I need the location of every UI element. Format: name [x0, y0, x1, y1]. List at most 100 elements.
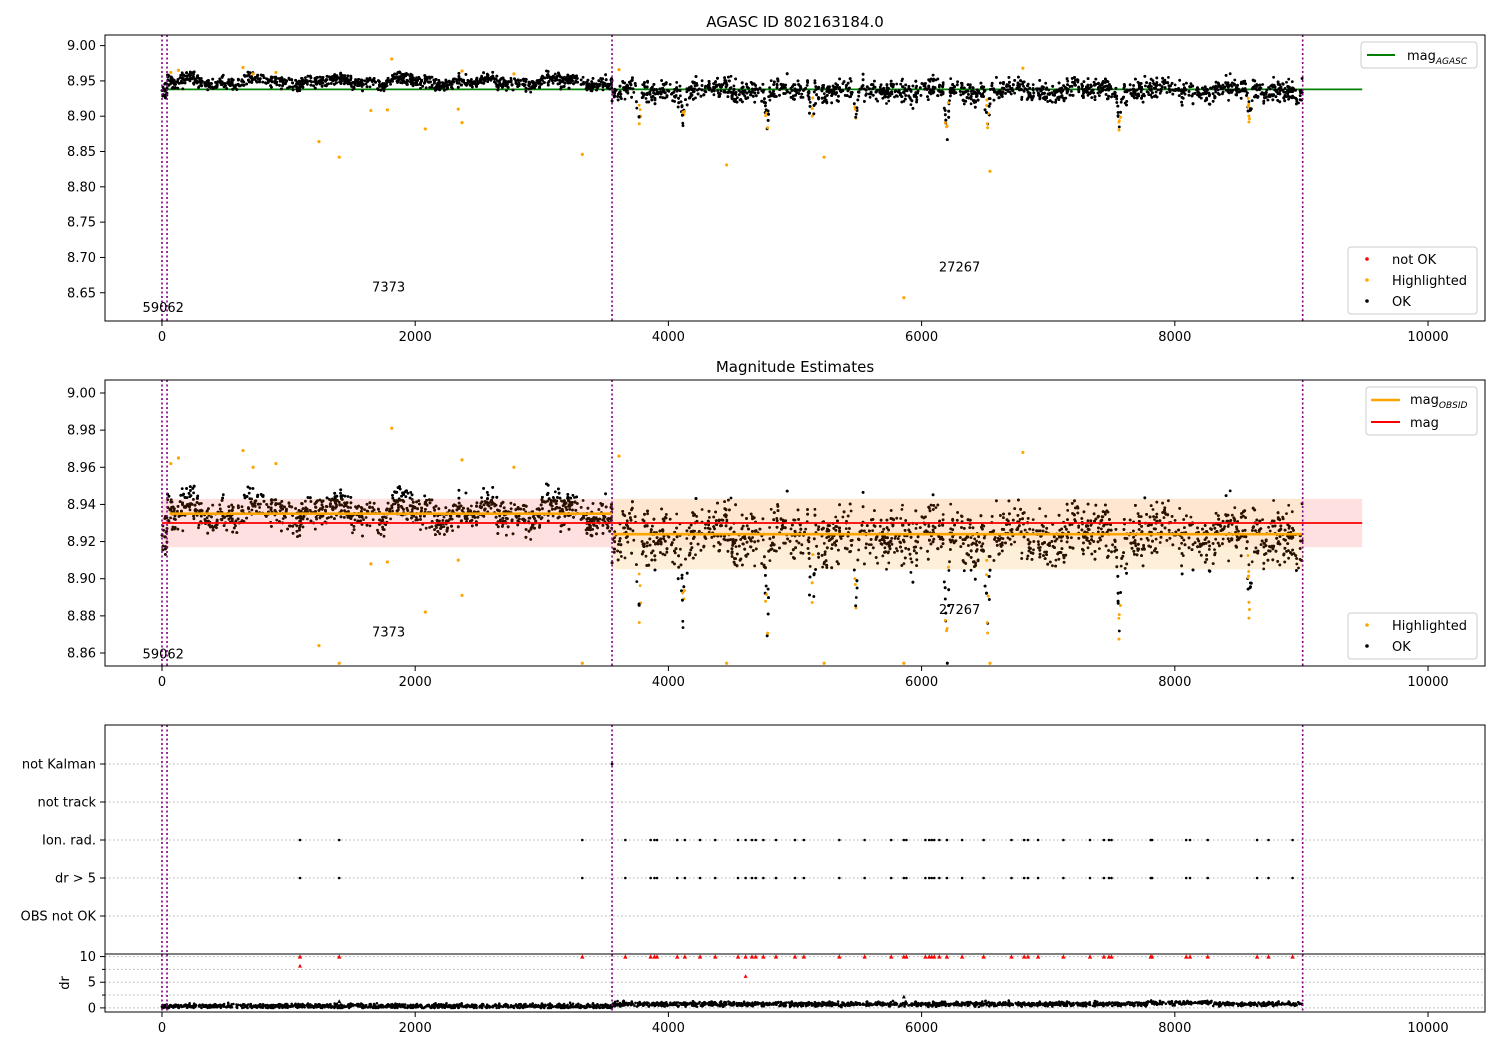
ok-point: [927, 78, 931, 82]
ok-point: [274, 77, 278, 80]
ok-point: [269, 79, 273, 83]
ok-point: [931, 73, 935, 77]
ok-point: [739, 98, 743, 101]
ok-point: [688, 96, 692, 100]
ok-point: [1272, 93, 1275, 97]
ok-point: [644, 97, 648, 100]
ok-point: [1077, 85, 1081, 89]
ok-point: [535, 81, 539, 84]
ok-point: [258, 80, 261, 84]
ok-point: [864, 88, 868, 92]
ok-point: [1180, 103, 1184, 107]
ok-point: [529, 90, 533, 94]
highlighted-point: [947, 101, 950, 105]
ok-point: [909, 103, 913, 106]
ok-point: [475, 85, 478, 88]
ok-point: [852, 102, 856, 106]
ok-point: [1242, 80, 1245, 83]
ok-point: [676, 88, 679, 92]
ok-point: [808, 105, 812, 108]
ok-point: [1214, 84, 1218, 88]
ok-point: [773, 95, 776, 98]
ok-point: [762, 88, 766, 92]
ok-point: [291, 88, 295, 92]
ok-point: [245, 82, 249, 86]
ok-point: [1300, 77, 1304, 80]
ok-point: [168, 79, 172, 83]
ok-point: [754, 94, 758, 98]
ok-point: [820, 96, 824, 100]
ok-point: [1019, 79, 1022, 83]
ok-point: [573, 74, 576, 78]
ok-point: [768, 90, 772, 94]
ok-point: [1145, 90, 1149, 94]
ok-point: [854, 112, 858, 116]
ok-point: [985, 111, 988, 114]
ok-point: [712, 89, 716, 93]
ok-point: [513, 77, 516, 81]
ok-point: [553, 72, 557, 76]
ok-point: [1156, 88, 1160, 92]
ok-point: [313, 86, 317, 90]
ok-point: [587, 82, 591, 86]
ok-point: [1208, 102, 1212, 106]
ok-point: [1096, 91, 1100, 95]
ok-point: [211, 77, 215, 81]
ok-point: [990, 84, 994, 88]
ok-point: [632, 91, 636, 94]
ok-point: [446, 80, 449, 84]
ok-point: [264, 81, 268, 85]
ok-point: [557, 71, 560, 75]
ok-point: [647, 100, 651, 104]
ok-point: [1262, 99, 1266, 103]
ok-point: [916, 91, 919, 95]
ok-point: [1009, 92, 1013, 96]
ok-point: [478, 81, 482, 84]
highlighted-point: [766, 126, 770, 130]
ok-point: [572, 82, 575, 86]
ok-point: [808, 100, 812, 104]
highlighted-point: [764, 114, 767, 117]
ok-point: [464, 73, 468, 76]
ok-point: [1177, 94, 1181, 97]
ok-point: [1008, 90, 1012, 94]
ok-point: [304, 76, 307, 79]
ok-point: [973, 105, 977, 109]
ok-point: [346, 74, 350, 78]
ok-point: [1104, 88, 1108, 92]
ok-point: [1005, 84, 1008, 88]
ok-point: [195, 79, 199, 83]
ok-point: [645, 85, 649, 89]
ok-point: [1116, 111, 1120, 114]
ok-point: [247, 73, 251, 76]
ok-point: [694, 96, 697, 100]
ok-point: [524, 78, 528, 81]
ok-point: [1071, 94, 1075, 97]
ok-point: [779, 83, 783, 86]
ok-point: [482, 71, 485, 75]
ok-point: [1174, 87, 1178, 91]
ok-point: [419, 86, 422, 90]
ok-point: [226, 80, 230, 84]
ok-point: [758, 86, 762, 90]
ok-point: [838, 86, 841, 90]
ok-point: [1101, 88, 1105, 91]
ok-point: [712, 93, 716, 97]
ok-point: [1155, 76, 1159, 80]
ok-point: [353, 83, 357, 87]
ok-point: [452, 77, 456, 81]
ok-point: [741, 100, 744, 104]
ok-point: [291, 81, 294, 85]
ok-point: [242, 80, 246, 84]
ok-point: [928, 88, 932, 91]
ok-point: [606, 85, 610, 89]
ok-point: [997, 96, 1001, 100]
ok-point: [1187, 90, 1191, 93]
ok-point: [741, 92, 745, 96]
ok-point: [441, 83, 445, 87]
ok-point: [768, 86, 771, 89]
ok-point: [1288, 90, 1292, 93]
ok-point: [475, 78, 478, 81]
ok-point: [1264, 91, 1268, 95]
ok-point: [695, 83, 699, 87]
